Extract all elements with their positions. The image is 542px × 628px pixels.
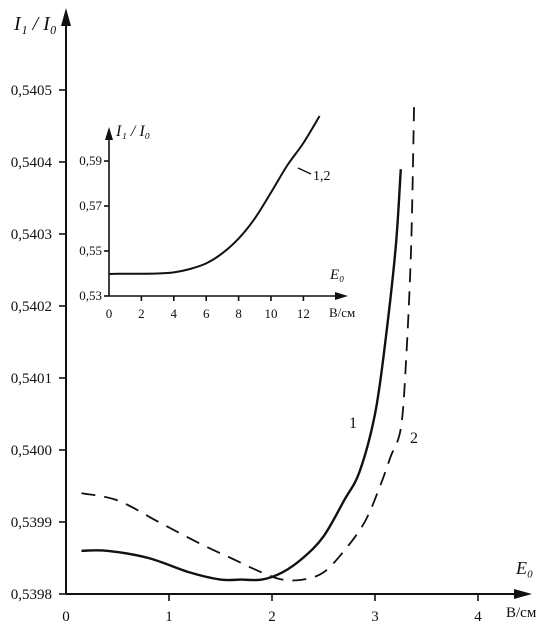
series-2-label: 2 [410,430,418,447]
main-y-tick-label: 0,5402 [11,299,52,315]
inset-x-tick-label: 10 [265,306,278,321]
main-x-tick-label: 4 [474,609,482,625]
inset-x-unit: В/см [329,305,355,320]
main-x-unit: В/см [506,605,537,621]
inset-x-tick-label: 12 [297,306,310,321]
inset-y-arrow [105,127,113,140]
main-y-axis-label: I₁ / I₀ [13,13,57,35]
main-x-axis-label: E₀ [515,558,533,578]
main-y-tick-label: 0,5401 [11,371,52,387]
inset-x-arrow [335,292,348,300]
inset-x-tick-label: 6 [203,306,210,321]
main-y-tick-label: 0,5403 [11,227,52,243]
inset-y-tick-label: 0,53 [79,288,102,303]
main-y-arrow [61,8,71,26]
inset-y-tick-label: 0,57 [79,198,102,213]
inset-series-leader [297,167,312,175]
inset-x-tick-label: 8 [235,306,242,321]
inset-x-tick-label: 2 [138,306,145,321]
inset-x-axis-label: E₀ [329,267,344,283]
inset-series-line [108,115,321,275]
inset-series-label: 1,2 [313,169,331,184]
inset-x-tick-label: 4 [171,306,178,321]
main-y-tick-label: 0,5405 [11,83,52,99]
main-y-tick-label: 0,5399 [11,515,52,531]
series-1-label: 1 [349,415,357,432]
main-x-tick-label: 1 [165,609,173,625]
main-x-tick-label: 3 [371,609,379,625]
main-y-tick-label: 0,5404 [11,155,53,171]
series-1-line [81,169,402,582]
series-2-line [81,104,415,582]
main-x-tick-label: 2 [268,609,276,625]
main-y-tick-label: 0,5400 [11,443,52,459]
inset-x-tick-label: 0 [106,306,113,321]
inset-y-tick-label: 0,55 [79,243,102,258]
inset-y-tick-label: 0,59 [79,153,102,168]
main-x-arrow [514,589,532,599]
inset-y-axis-label: I₁ / I₀ [115,123,150,140]
main-x-tick-label: 0 [62,609,70,625]
main-y-tick-label: 0,5398 [11,587,52,603]
